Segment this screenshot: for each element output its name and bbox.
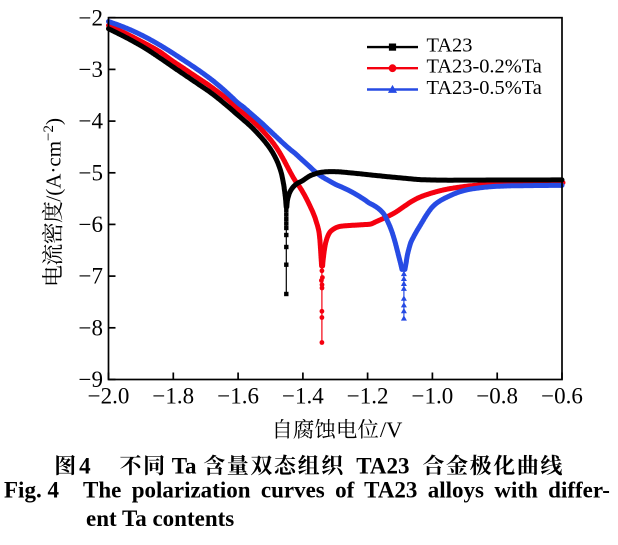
svg-text:TA23-0.5%Ta: TA23-0.5%Ta [427, 77, 542, 99]
svg-text:Ta: Ta [172, 453, 197, 478]
svg-text:/(A·cm−2): /(A·cm−2) [41, 118, 66, 202]
svg-text:−6: −6 [79, 212, 103, 237]
svg-text:Fig. 4: Fig. 4 [4, 478, 59, 503]
svg-text:4: 4 [79, 453, 91, 478]
svg-text:−1.6: −1.6 [217, 383, 259, 408]
svg-text:The polarization curves of TA2: The polarization curves of TA23 alloys w… [83, 478, 610, 503]
svg-text:−2: −2 [79, 5, 103, 30]
svg-text:−5: −5 [79, 160, 103, 185]
svg-text:−1.2: −1.2 [347, 383, 389, 408]
svg-text:TA23-0.2%Ta: TA23-0.2%Ta [427, 56, 542, 78]
svg-text:−4: −4 [79, 109, 104, 134]
svg-text:/V: /V [380, 417, 403, 442]
svg-text:TA23: TA23 [356, 453, 409, 478]
svg-text:−1.4: −1.4 [282, 383, 324, 408]
svg-text:−1.0: −1.0 [412, 383, 454, 408]
svg-text:−9: −9 [79, 367, 103, 392]
svg-text:ent Ta contents: ent Ta contents [86, 506, 234, 531]
svg-text:−2.0: −2.0 [88, 383, 130, 408]
svg-text:−8: −8 [79, 315, 103, 340]
svg-text:−0.6: −0.6 [541, 383, 583, 408]
svg-text:−0.8: −0.8 [476, 383, 518, 408]
svg-text:−3: −3 [79, 57, 103, 82]
svg-text:−7: −7 [79, 264, 103, 289]
svg-text:TA23: TA23 [427, 34, 473, 56]
svg-text:−1.8: −1.8 [152, 383, 194, 408]
